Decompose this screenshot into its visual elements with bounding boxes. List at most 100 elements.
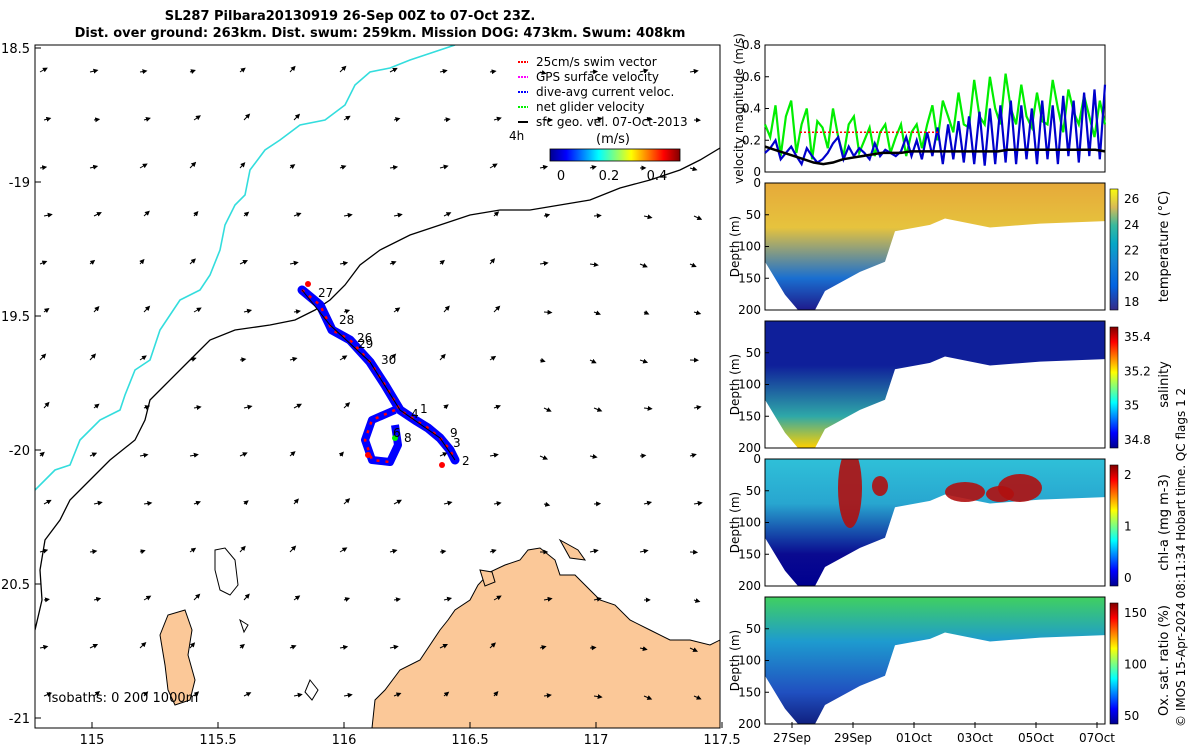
velocity-arrow <box>693 500 703 506</box>
velocity-arrow <box>493 116 502 122</box>
velocity-arrow <box>339 65 347 73</box>
velocity-arrow <box>589 165 597 170</box>
velocity-arrow <box>293 692 303 698</box>
velocity-arrow <box>589 548 599 554</box>
velocity-arrow <box>339 260 349 266</box>
velocity-arrow <box>239 357 247 363</box>
velocity-arrow <box>539 455 549 460</box>
velocity-arrow <box>443 305 450 313</box>
velocity-arrow <box>439 164 449 170</box>
velocity-arrow <box>189 642 196 649</box>
velocity-arrow <box>293 212 302 218</box>
velocity-arrow <box>239 67 246 73</box>
velocity-arrow <box>643 695 653 700</box>
velocity-ytick-label: 0.8 <box>742 38 761 52</box>
lon-tick-label: 116.5 <box>451 733 488 748</box>
depth-tick-label: 150 <box>738 271 761 285</box>
velocity-arrow <box>489 452 499 458</box>
colorbar-label: Ox. sat. ratio (%) <box>1157 605 1172 716</box>
land-islet-5 <box>239 618 249 634</box>
day-label: 4 <box>411 407 419 421</box>
velocity-arrow <box>89 68 99 74</box>
map-longitude-axis: 115 115.5 116 116.5 117 117.5 <box>80 722 741 748</box>
colorbar-tick-label: 150 <box>1124 606 1147 620</box>
velocity-arrow <box>139 642 147 649</box>
day-label: 27 <box>318 286 333 300</box>
velocity-arrow <box>489 258 496 265</box>
velocity-arrow <box>39 67 48 73</box>
velocity-arrow <box>139 452 149 458</box>
velocity-arrow <box>693 695 702 700</box>
day-label: 30 <box>381 353 396 367</box>
velocity-arrow <box>443 117 451 123</box>
velocity-arrow <box>343 212 353 218</box>
velocity-arrow <box>493 211 500 217</box>
velocity-arrow <box>593 213 602 219</box>
lon-tick-label: 117 <box>584 733 609 748</box>
day-label: 26 <box>357 331 372 345</box>
velocity-arrow <box>239 545 246 553</box>
velocity-arrow <box>293 403 302 409</box>
lat-tick-label: -21 <box>9 712 30 727</box>
velocity-arrow <box>439 353 446 361</box>
velocity-ytick-label: 0.6 <box>742 70 761 84</box>
depth-tick-label: 200 <box>738 441 761 455</box>
lat-tick-label: 20.5 <box>1 578 30 593</box>
depth-tick-label: 50 <box>746 208 761 222</box>
colorbar-tick-label: 34.8 <box>1124 433 1151 447</box>
velocity-arrow <box>93 596 102 602</box>
velocity-arrow <box>193 115 201 121</box>
land-islet-2 <box>479 569 496 587</box>
velocity-arrow <box>343 597 351 602</box>
velocity-arrow <box>39 548 49 554</box>
velocity-arrow <box>243 113 251 121</box>
velocity-arrow <box>189 357 197 362</box>
depth-tick-label: 200 <box>738 717 761 731</box>
depth-axis-label: Depth (m) <box>728 492 742 553</box>
depth-tick-label: 200 <box>738 579 761 593</box>
depth-tick-label: 50 <box>746 346 761 360</box>
land-islet-4 <box>304 679 319 701</box>
time-tick-label: 29Sep <box>834 731 872 745</box>
velocity-arrow <box>289 356 298 362</box>
time-tick-label: 03Oct <box>957 731 993 745</box>
day-label: 29 <box>358 337 373 351</box>
velocity-arrow <box>643 500 653 506</box>
depth-axis-label: Depth (m) <box>728 630 742 691</box>
legend-side-label: 4h <box>509 129 524 143</box>
velocity-arrow <box>439 549 447 555</box>
figure-title-line-2: Dist. over ground: 263km. Dist. swum: 25… <box>74 26 686 41</box>
velocity-arrow <box>493 691 499 697</box>
velocity-arrow <box>639 358 649 364</box>
land-mainland <box>371 547 720 728</box>
velocity-arrow <box>539 164 549 170</box>
land-islet-1 <box>214 547 239 596</box>
lon-tick-label: 116 <box>332 733 357 748</box>
land-islet-3 <box>558 538 587 561</box>
velocity-arrow <box>389 67 398 73</box>
lon-tick-label: 117.5 <box>703 733 740 748</box>
velocity-arrow <box>339 165 347 170</box>
velocity-ytick-label: 0.4 <box>742 102 761 116</box>
velocity-arrow <box>443 500 453 506</box>
velocity-arrow <box>343 402 351 409</box>
depth-tick-label: 0 <box>753 452 761 466</box>
velocity-arrow <box>239 260 249 265</box>
velocity-arrow <box>539 260 549 266</box>
depth-tick-label: 100 <box>738 378 761 392</box>
velocity-arrow <box>193 500 201 506</box>
velocity-arrow <box>193 593 201 601</box>
velocity-arrow <box>39 165 48 171</box>
time-tick-label: 01Oct <box>896 731 932 745</box>
colorbar-tick-label: 0.4 <box>647 169 668 184</box>
velocity-arrow <box>539 357 546 363</box>
velocity-arrow <box>143 210 150 217</box>
velocity-arrow <box>489 69 497 75</box>
velocity-arrow <box>393 597 401 603</box>
velocity-arrow <box>89 353 97 361</box>
velocity-arrow <box>689 262 697 268</box>
velocity-arrow <box>389 644 399 650</box>
time-axis: 27Sep 29Sep 01Oct 03Oct 05Oct 07Oct <box>773 722 1115 745</box>
